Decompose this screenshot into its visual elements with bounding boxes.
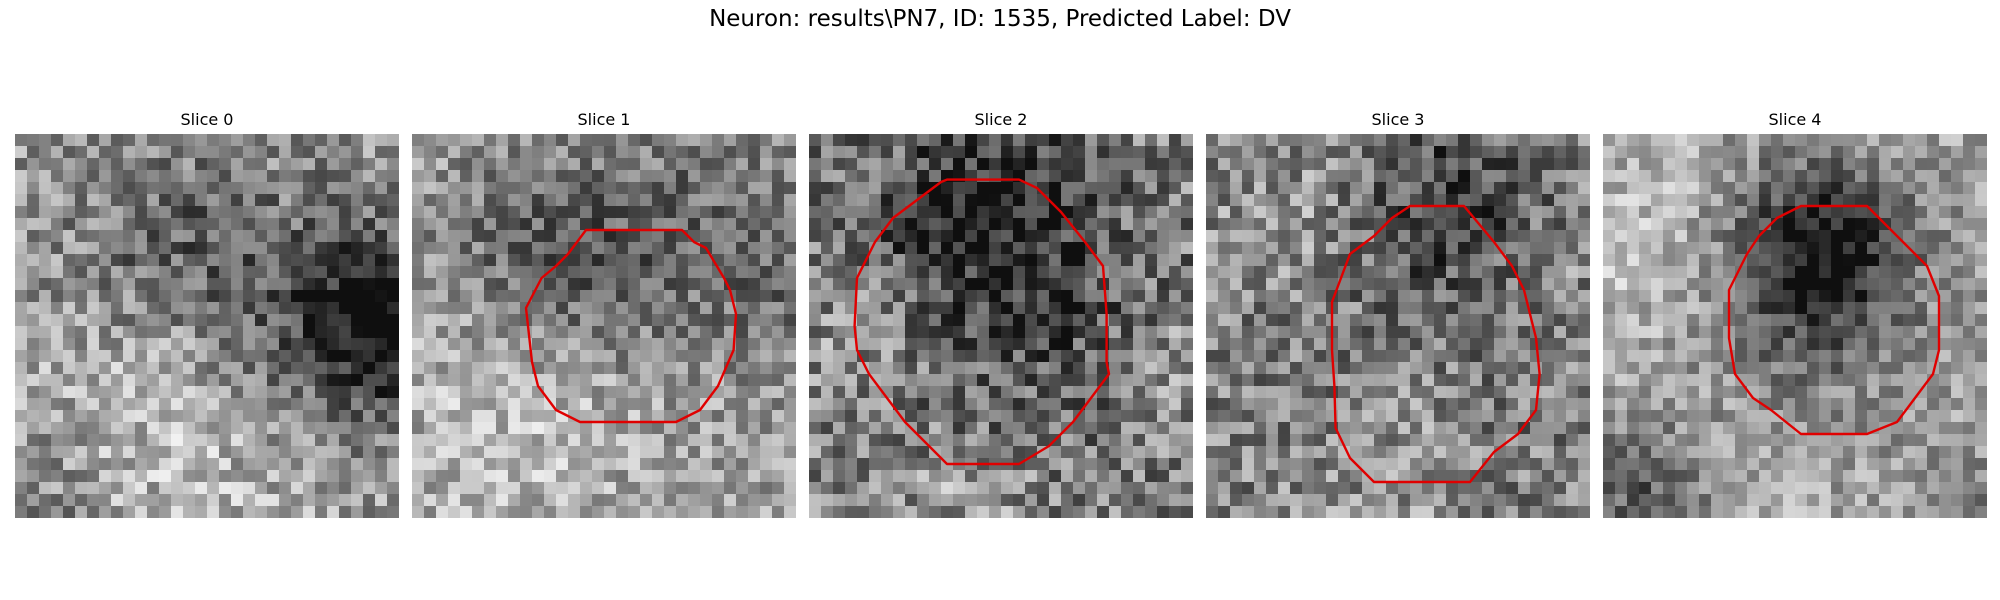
slice-image-0 xyxy=(15,134,399,518)
slice-image-1 xyxy=(412,134,796,518)
slice-title-3: Slice 3 xyxy=(1206,110,1590,129)
figure-title: Neuron: results\PN7, ID: 1535, Predicted… xyxy=(0,6,2000,32)
slice-title-1: Slice 1 xyxy=(412,110,796,129)
slice-image-3 xyxy=(1206,134,1590,518)
slice-image-4 xyxy=(1603,134,1987,518)
slice-title-2: Slice 2 xyxy=(809,110,1193,129)
slice-image-2 xyxy=(809,134,1193,518)
slice-title-4: Slice 4 xyxy=(1603,110,1987,129)
slice-title-0: Slice 0 xyxy=(15,110,399,129)
